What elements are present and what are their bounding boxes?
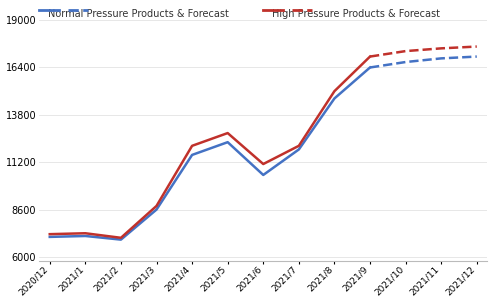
Legend: , : ,	[263, 5, 314, 15]
Text: Normal Pressure Products & Forecast: Normal Pressure Products & Forecast	[48, 9, 229, 19]
Text: High Pressure Products & Forecast: High Pressure Products & Forecast	[272, 9, 440, 19]
